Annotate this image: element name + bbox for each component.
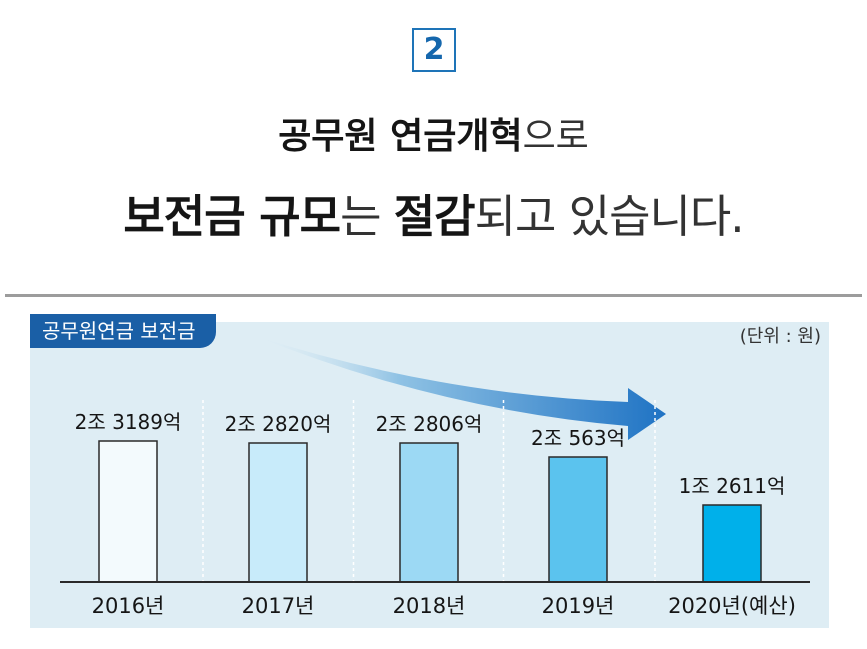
section-divider: [5, 294, 862, 297]
trend-arrow: [255, 336, 666, 440]
bar-2: [248, 442, 308, 583]
bar-value-label: 1조 2611억: [678, 474, 786, 498]
bar-5: [702, 504, 762, 583]
category-label: 2018년: [392, 594, 466, 618]
bar-value-label: 2조 3189억: [74, 410, 182, 434]
headline-line-2: 보전금 규모는 절감되고 있습니다.: [0, 186, 867, 248]
bar-group: [98, 440, 762, 583]
headline-line-1-light: 으로: [522, 116, 589, 157]
headline-line-1-bold: 공무원 연금개혁: [278, 116, 523, 157]
headline-line-2-light-a: 는: [340, 190, 394, 243]
headline-line-2-light-b: 되고 있습니다.: [474, 190, 745, 243]
bar-value-label: 2조 2820억: [224, 412, 332, 436]
category-label: 2016년: [91, 594, 165, 618]
headline-line-2-bold-a: 보전금 규모: [123, 190, 341, 243]
bar-value-label: 2조 2806억: [375, 412, 483, 436]
bar-3: [399, 442, 459, 583]
unit-label: (단위 : 원): [739, 326, 821, 347]
bar-1: [98, 440, 158, 583]
bar-4: [548, 456, 608, 583]
column-separators: [202, 400, 656, 582]
headline-line-1: 공무원 연금개혁으로: [0, 112, 867, 162]
headline-line-2-bold-b: 절감: [393, 190, 476, 243]
chart-title-tag: 공무원연금 보전금: [30, 314, 216, 348]
category-label: 2020년(예산): [668, 594, 796, 618]
bar-value-label: 2조 563억: [530, 426, 626, 450]
category-label: 2019년: [541, 594, 615, 618]
category-label: 2017년: [241, 594, 315, 618]
section-number-badge: 2: [412, 28, 456, 72]
